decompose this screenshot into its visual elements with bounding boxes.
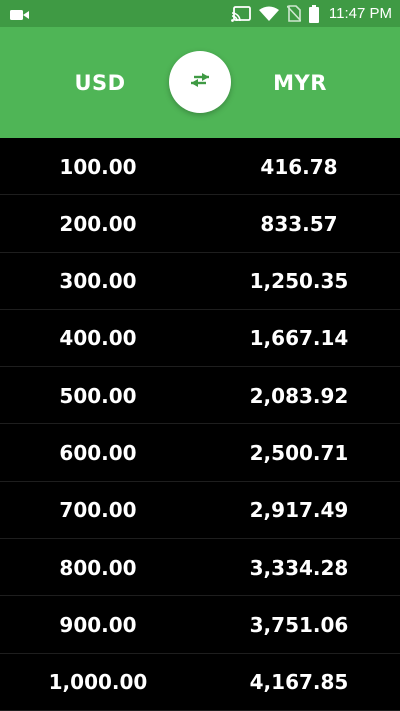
from-amount: 500.00: [59, 383, 137, 408]
from-amount: 1,000.00: [48, 670, 148, 695]
from-amount: 400.00: [59, 326, 137, 351]
to-amount: 4,167.85: [249, 670, 349, 695]
conversion-row[interactable]: 800.00 3,334.28: [0, 539, 400, 597]
to-amount: 3,334.28: [249, 555, 349, 580]
status-bar: 11:47 PM: [0, 0, 400, 27]
to-amount: 3,751.06: [249, 612, 349, 637]
to-amount: 833.57: [260, 211, 338, 236]
to-amount: 2,500.71: [249, 440, 349, 465]
swap-arrows-icon: [189, 72, 211, 92]
to-amount: 416.78: [260, 154, 338, 179]
no-sim-icon: [286, 5, 301, 22]
from-amount: 900.00: [59, 612, 137, 637]
wifi-icon: [258, 6, 279, 21]
cast-icon: [231, 5, 251, 22]
from-currency-selector[interactable]: USD: [74, 70, 126, 95]
video-camera-icon: [10, 7, 30, 21]
conversion-row[interactable]: 200.00 833.57: [0, 195, 400, 253]
status-time: 11:47 PM: [328, 5, 392, 22]
to-amount: 2,917.49: [249, 498, 349, 523]
conversion-table: 100.00 416.78 200.00 833.57 300.00 1,250.35 40…: [0, 138, 400, 711]
conversion-row[interactable]: 100.00 416.78: [0, 138, 400, 196]
status-icons: 11:47 PM: [231, 0, 392, 27]
battery-icon: [308, 4, 319, 23]
conversion-row[interactable]: 1,000.00 4,167.85: [0, 654, 400, 711]
to-currency-selector[interactable]: MYR: [273, 70, 327, 95]
conversion-row[interactable]: 300.00 1,250.35: [0, 253, 400, 310]
from-amount: 200.00: [59, 211, 137, 236]
conversion-row[interactable]: 900.00 3,751.06: [0, 596, 400, 654]
to-amount: 1,250.35: [249, 269, 349, 294]
conversion-row[interactable]: 400.00 1,667.14: [0, 310, 400, 368]
conversion-row[interactable]: 500.00 2,083.92: [0, 367, 400, 425]
from-amount: 300.00: [59, 269, 137, 294]
from-amount: 700.00: [59, 498, 137, 523]
from-amount: 600.00: [59, 440, 137, 465]
to-amount: 2,083.92: [249, 383, 349, 408]
from-amount: 800.00: [59, 555, 137, 580]
currency-header: USD MYR: [0, 27, 400, 138]
to-amount: 1,667.14: [249, 326, 349, 351]
from-amount: 100.00: [59, 154, 137, 179]
conversion-row[interactable]: 700.00 2,917.49: [0, 482, 400, 540]
conversion-row[interactable]: 600.00 2,500.71: [0, 424, 400, 482]
swap-currencies-button[interactable]: [169, 51, 231, 113]
